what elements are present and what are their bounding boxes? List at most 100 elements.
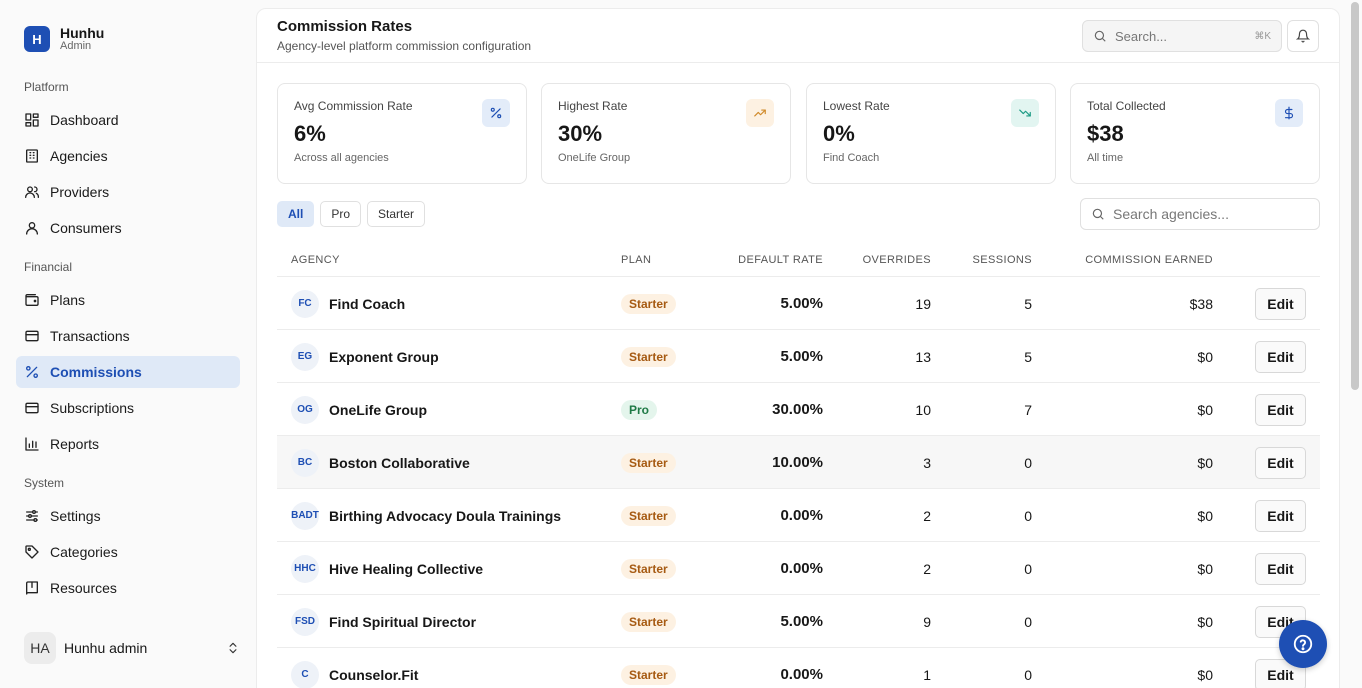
overrides-count: 2 bbox=[923, 507, 931, 524]
edit-button[interactable]: Edit bbox=[1255, 393, 1306, 426]
page-title: Commission Rates bbox=[277, 18, 413, 35]
agency-name: Find Coach bbox=[329, 295, 406, 312]
user-menu[interactable]: HA Hunhu admin bbox=[24, 632, 240, 664]
overrides-count: 9 bbox=[923, 613, 931, 630]
table-row[interactable]: BC Boston Collaborative Starter 10.00% 3 0 $0 E… bbox=[277, 436, 1320, 489]
filter-all[interactable]: All bbox=[277, 201, 315, 227]
plan-badge: Pro bbox=[621, 399, 658, 420]
edit-cell: Edit bbox=[1255, 277, 1306, 330]
stat-subtext: Find Coach bbox=[823, 152, 880, 164]
col-sessions: SESSIONS bbox=[972, 254, 1032, 266]
edit-cell: Edit bbox=[1255, 330, 1306, 383]
sidebar-item-resources[interactable]: Resources bbox=[16, 572, 240, 604]
sidebar-item-consumers[interactable]: Consumers bbox=[16, 212, 240, 244]
overrides-count: 19 bbox=[915, 295, 931, 312]
edit-button[interactable]: Edit bbox=[1255, 499, 1306, 532]
agency-cell: FC Find Coach bbox=[291, 277, 405, 330]
agency-cell: OG OneLife Group bbox=[291, 383, 427, 436]
agency-avatar: FSD bbox=[291, 607, 319, 636]
agency-search-input[interactable]: Search agencies... bbox=[1080, 198, 1320, 230]
stat-label: Highest Rate bbox=[558, 99, 628, 113]
agency-avatar: OG bbox=[291, 395, 319, 424]
table-row[interactable]: HHC Hive Healing Collective Starter 0.00% 2 0… bbox=[277, 542, 1320, 595]
sidebar-item-categories[interactable]: Categories bbox=[16, 536, 240, 568]
plan-cell: Starter bbox=[621, 648, 676, 688]
sessions-count: 0 bbox=[1024, 613, 1032, 630]
wallet-icon bbox=[25, 294, 39, 306]
stat-card-avg-commission-rate: Avg Commission Rate 6% Across all agencies bbox=[277, 83, 527, 184]
sidebar-item-label: Subscriptions bbox=[50, 400, 135, 416]
trending-up-icon bbox=[754, 109, 766, 117]
avatar: HA bbox=[24, 632, 56, 664]
agency-avatar: BC bbox=[291, 448, 319, 477]
trending-down-icon bbox=[1019, 109, 1031, 117]
default-rate: 30.00% bbox=[772, 401, 823, 418]
agency-name: Hive Healing Collective bbox=[329, 560, 484, 577]
agency-name: Counselor.Fit bbox=[329, 666, 419, 683]
commissions-table: AGENCY PLAN DEFAULT RATE OVERRIDES SESSI… bbox=[277, 249, 1320, 688]
global-search-input[interactable]: Search... ⌘K bbox=[1082, 20, 1282, 52]
agency-avatar: HHC bbox=[291, 554, 319, 583]
main-panel: Commission Rates Agency-level platform c… bbox=[256, 8, 1340, 688]
table-row[interactable]: EG Exponent Group Starter 5.00% 13 5 $0 Edit bbox=[277, 330, 1320, 383]
stat-icon-badge bbox=[1275, 99, 1303, 127]
stat-icon-badge bbox=[482, 99, 510, 127]
commission-earned: $38 bbox=[1189, 295, 1213, 312]
notifications-button[interactable] bbox=[1287, 20, 1319, 52]
sidebar-item-transactions[interactable]: Transactions bbox=[16, 320, 240, 352]
sidebar-item-settings[interactable]: Settings bbox=[16, 500, 240, 532]
plan-badge: Starter bbox=[621, 346, 676, 367]
overrides-count: 13 bbox=[915, 348, 931, 365]
sidebar-item-providers[interactable]: Providers bbox=[16, 176, 240, 208]
stat-subtext: All time bbox=[1087, 152, 1124, 164]
plan-cell: Pro bbox=[621, 383, 658, 436]
building-icon bbox=[26, 149, 38, 163]
sessions-count: 0 bbox=[1024, 507, 1032, 524]
filter-pro[interactable]: Pro bbox=[320, 201, 362, 227]
sidebar-item-agencies[interactable]: Agencies bbox=[16, 140, 240, 172]
table-body: FC Find Coach Starter 5.00% 19 5 $38 Edit EG Expo… bbox=[277, 277, 1320, 688]
sidebar-item-commissions[interactable]: Commissions bbox=[16, 356, 240, 388]
agency-cell: BADT Birthing Advocacy Doula Trainings bbox=[291, 489, 561, 542]
edit-button[interactable]: Edit bbox=[1255, 287, 1306, 320]
scrollbar[interactable] bbox=[1351, 2, 1359, 390]
sidebar-item-plans[interactable]: Plans bbox=[16, 284, 240, 316]
stat-value: 0% bbox=[823, 121, 855, 146]
nav-section-system: System bbox=[24, 476, 65, 490]
agency-cell: C Counselor.Fit bbox=[291, 648, 418, 688]
sidebar-item-label: Consumers bbox=[50, 220, 122, 236]
edit-button[interactable]: Edit bbox=[1255, 446, 1306, 479]
percent-icon bbox=[26, 366, 38, 378]
agency-avatar: FC bbox=[291, 289, 319, 318]
card-icon bbox=[25, 402, 39, 414]
help-button[interactable] bbox=[1279, 620, 1327, 668]
plan-cell: Starter bbox=[621, 277, 676, 330]
search-shortcut: ⌘K bbox=[1254, 30, 1271, 42]
table-row[interactable]: OG OneLife Group Pro 30.00% 10 7 $0 Edit bbox=[277, 383, 1320, 436]
stat-label: Total Collected bbox=[1087, 99, 1166, 113]
plan-cell: Starter bbox=[621, 436, 676, 489]
stat-value: $38 bbox=[1087, 121, 1124, 146]
edit-cell: Edit bbox=[1255, 383, 1306, 436]
edit-button[interactable]: Edit bbox=[1255, 552, 1306, 585]
default-rate: 0.00% bbox=[780, 666, 823, 683]
sidebar-item-dashboard[interactable]: Dashboard bbox=[16, 104, 240, 136]
brand[interactable]: H Hunhu Admin bbox=[24, 26, 104, 52]
commission-earned: $0 bbox=[1197, 401, 1213, 418]
table-row[interactable]: BADT Birthing Advocacy Doula Trainings Sta… bbox=[277, 489, 1320, 542]
table-row[interactable]: FSD Find Spiritual Director Starter 5.00% 9 0… bbox=[277, 595, 1320, 648]
table-row[interactable]: FC Find Coach Starter 5.00% 19 5 $38 Edit bbox=[277, 277, 1320, 330]
sidebar-item-label: Resources bbox=[50, 580, 117, 596]
users-icon bbox=[25, 186, 40, 198]
sidebar-item-reports[interactable]: Reports bbox=[16, 428, 240, 460]
edit-button[interactable]: Edit bbox=[1255, 340, 1306, 373]
sessions-count: 7 bbox=[1024, 401, 1032, 418]
table-row[interactable]: C Counselor.Fit Starter 0.00% 1 0 $0 Edit bbox=[277, 648, 1320, 688]
user-icon bbox=[26, 222, 38, 235]
filter-starter[interactable]: Starter bbox=[367, 201, 426, 227]
dollar-icon bbox=[1284, 106, 1294, 120]
stat-icon-badge bbox=[1011, 99, 1039, 127]
brand-name: Hunhu bbox=[60, 25, 105, 41]
sidebar-item-subscriptions[interactable]: Subscriptions bbox=[16, 392, 240, 424]
card-icon bbox=[25, 330, 39, 342]
